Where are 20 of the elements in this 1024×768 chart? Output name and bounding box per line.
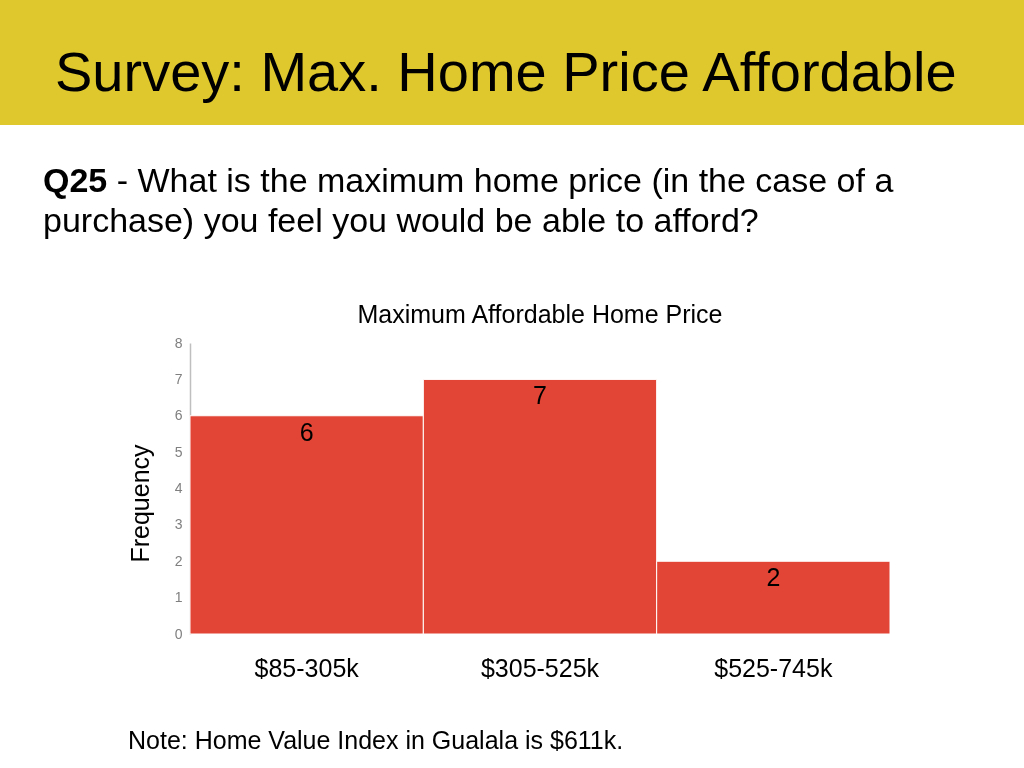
y-tick-label: 4	[174, 480, 183, 496]
chart-title: Survey: Max. Home Price Affordable	[55, 40, 957, 104]
y-tick-label: 8	[174, 334, 183, 351]
y-tick-label: 2	[174, 552, 183, 569]
y-tick-label: 1	[174, 589, 183, 606]
y-axis-title: Frequency	[125, 443, 154, 563]
x-tick-label: $305-525k	[480, 653, 600, 682]
x-tick-label: $85-305k	[254, 653, 360, 682]
data-label: 7	[533, 381, 547, 410]
text: Note: Home Value Index in Gualala is $611k.	[128, 725, 624, 755]
y-tick-label: 0	[174, 625, 183, 642]
chart-subtitle: Q25 - What is the maximum home price (in the case of a purchase) you feel you would be able to afford?	[43, 160, 895, 240]
data-label: 2	[766, 563, 781, 592]
y-tick-label: 5	[174, 443, 183, 460]
y-tick-label: 6	[174, 407, 183, 424]
data-label: 6	[299, 417, 314, 446]
y-tick-label: 3	[174, 516, 183, 533]
y-tick-label: 7	[174, 370, 183, 387]
text: Maximum Affordable Home Price	[357, 300, 723, 328]
x-tick-label: $525-745k	[714, 653, 833, 682]
